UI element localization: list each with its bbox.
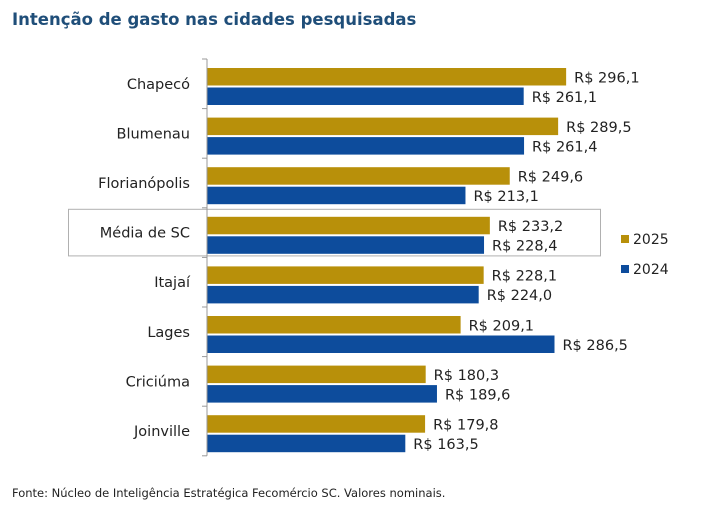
chart-title: Intenção de gasto nas cidades pesquisada… (12, 10, 417, 29)
data-label-2025: R$ 289,5 (566, 120, 631, 136)
bar-2025 (207, 415, 426, 433)
data-label-2024: R$ 261,1 (532, 90, 597, 106)
data-label-2024: R$ 228,4 (492, 239, 557, 255)
data-label-2025: R$ 233,2 (498, 219, 563, 235)
data-label-2025: R$ 209,1 (469, 318, 534, 334)
data-label-2025: R$ 180,3 (434, 368, 499, 384)
bar-2025 (207, 167, 510, 185)
category-label: Média de SC (100, 226, 190, 242)
category-label: Criciúma (126, 374, 190, 390)
bar-2024 (207, 87, 524, 105)
data-label-2024: R$ 224,0 (487, 288, 552, 304)
bar-2024 (207, 434, 406, 453)
bar-2025 (207, 117, 559, 136)
bar-2024 (207, 137, 525, 155)
bar-2024 (207, 236, 485, 254)
bar-2024 (207, 285, 479, 304)
category-label: Itajaí (154, 275, 191, 291)
data-label-2025: R$ 296,1 (574, 70, 639, 86)
bar-2025 (207, 68, 567, 86)
bar-2024 (207, 335, 555, 353)
data-label-2025: R$ 179,8 (433, 417, 498, 433)
bar-2025 (207, 365, 426, 384)
category-label: Lages (147, 325, 190, 341)
data-label-2024: R$ 189,6 (445, 387, 510, 403)
data-label-2025: R$ 228,1 (492, 269, 557, 285)
legend-label-2024: 2024 (633, 262, 669, 278)
source-note: Fonte: Núcleo de Inteligência Estratégic… (12, 486, 446, 500)
bar-2025 (207, 266, 484, 284)
bar-2024 (207, 186, 466, 205)
bar-2025 (207, 316, 461, 334)
category-label: Chapecó (127, 77, 190, 93)
data-label-2025: R$ 249,6 (518, 169, 583, 185)
data-label-2024: R$ 163,5 (413, 437, 478, 453)
highlight-box (68, 208, 601, 257)
bar-2025 (207, 216, 490, 235)
legend-swatch-2025 (621, 235, 629, 243)
legend-label-2025: 2025 (633, 232, 669, 248)
category-label: Blumenau (117, 126, 190, 142)
bar-2024 (207, 385, 437, 403)
legend-swatch-2024 (621, 265, 629, 273)
data-label-2024: R$ 286,5 (562, 338, 627, 354)
data-label-2024: R$ 213,1 (473, 189, 538, 205)
data-label-2024: R$ 261,4 (532, 139, 597, 155)
category-label: Joinville (133, 424, 190, 440)
category-label: Florianópolis (98, 176, 190, 192)
